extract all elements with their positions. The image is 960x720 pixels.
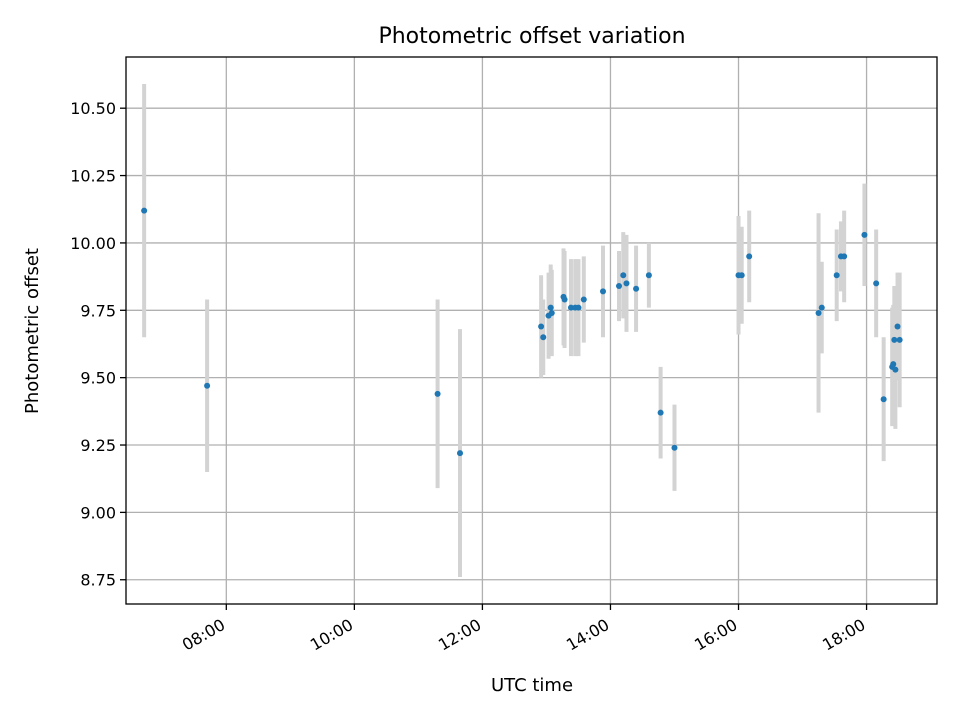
data-point <box>538 323 545 330</box>
data-point <box>671 444 678 451</box>
data-point <box>738 272 745 279</box>
data-point <box>873 280 880 287</box>
grid <box>126 57 937 604</box>
x-tick-label: 12:00 <box>435 615 484 655</box>
data-point <box>657 409 664 416</box>
data-point <box>599 288 606 295</box>
plot-area-frame <box>125 56 938 605</box>
data-point <box>892 366 899 373</box>
data-point <box>616 283 623 290</box>
data-point <box>841 253 848 260</box>
data-point <box>896 336 903 343</box>
data-point <box>547 304 554 311</box>
y-tick-label: 8.75 <box>80 571 116 590</box>
data-point <box>540 334 547 341</box>
data-point <box>620 272 627 279</box>
data-point <box>575 304 582 311</box>
x-tick-label: 18:00 <box>819 615 868 655</box>
data-point <box>623 280 630 287</box>
data-point <box>880 396 887 403</box>
data-point <box>580 296 587 303</box>
data-point <box>141 207 148 214</box>
data-point <box>861 231 868 238</box>
y-tick-label: 10.00 <box>70 234 116 253</box>
data-point <box>894 323 901 330</box>
data-point <box>457 450 464 457</box>
y-tick-label: 9.25 <box>80 436 116 455</box>
data-point <box>645 272 652 279</box>
data-point <box>746 253 753 260</box>
data-point <box>815 309 822 316</box>
x-tick-label: 08:00 <box>179 615 228 655</box>
data-point <box>833 272 840 279</box>
y-tick-label: 10.25 <box>70 167 116 186</box>
y-tick-label: 9.00 <box>80 503 116 522</box>
y-tick-label: 9.75 <box>80 301 116 320</box>
x-tick-label: 10:00 <box>307 615 356 655</box>
x-tick-label: 16:00 <box>691 615 740 655</box>
data-points <box>141 207 903 457</box>
data-point <box>567 304 574 311</box>
y-axis-label: Photometric offset <box>22 248 43 414</box>
data-point <box>818 304 825 311</box>
y-tick-label: 9.50 <box>80 369 116 388</box>
data-point <box>891 336 898 343</box>
x-axis-label: UTC time <box>491 675 573 696</box>
data-point <box>204 382 211 389</box>
data-point <box>561 296 568 303</box>
y-axis-ticks: 8.75 9.00 9.25 9.50 9.75 10.00 10.25 10.50 <box>70 99 126 590</box>
x-tick-label: 14:00 <box>563 615 612 655</box>
data-point <box>890 361 897 368</box>
data-point <box>633 285 640 292</box>
chart-title: Photometric offset variation <box>378 24 685 49</box>
y-tick-label: 10.50 <box>70 99 116 118</box>
data-point <box>548 309 555 316</box>
error-bars <box>142 83 902 578</box>
data-point <box>434 390 441 397</box>
x-axis-ticks: 08:00 10:00 12:00 14:00 16:00 18:00 <box>179 604 869 655</box>
